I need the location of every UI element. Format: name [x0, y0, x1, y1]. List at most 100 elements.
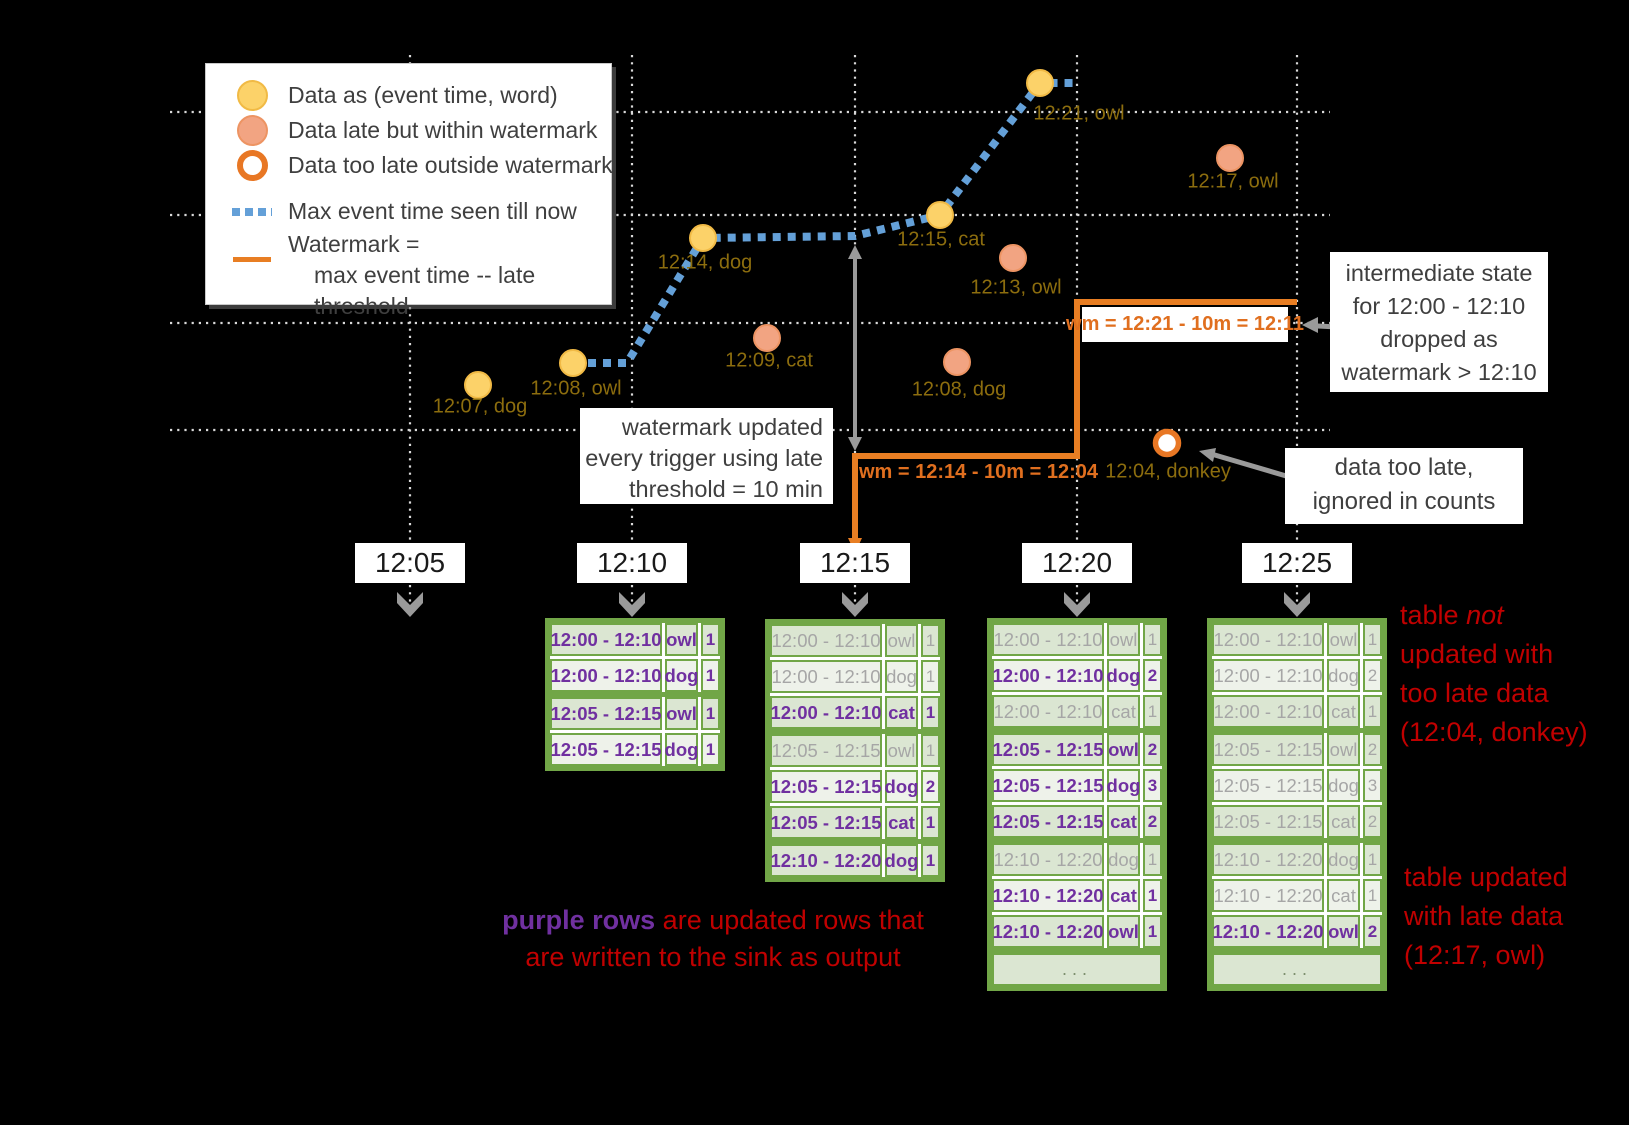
row-gap: [992, 766, 1162, 769]
word-cell: dog: [1327, 769, 1360, 802]
word-cell: dog: [665, 733, 698, 766]
data-point-too-late: [1152, 428, 1182, 458]
row-gap: [770, 657, 940, 660]
table-row: 12:05 - 12:15 cat 2: [1212, 805, 1382, 838]
table-row: 12:10 - 12:20 dog 1: [992, 843, 1162, 876]
count-cell: 1: [1363, 695, 1382, 728]
table-row: 12:00 - 12:10 dog 2: [992, 659, 1162, 692]
callout-line: threshold = 10 min: [629, 476, 823, 502]
count-cell: 2: [1363, 805, 1382, 838]
word-cell: owl: [1107, 623, 1140, 656]
time-cell: 12:10 - 12:20: [770, 844, 882, 877]
count-cell: 1: [701, 623, 720, 656]
legend-label-line1: Watermark =: [288, 231, 420, 257]
data-point-late: [1216, 144, 1244, 172]
max-event-time-line: [573, 79, 1077, 367]
event-label: 12:09, cat: [725, 349, 813, 372]
count-cell: 1: [921, 696, 940, 729]
count-cell: 1: [701, 659, 720, 692]
count-cell: 2: [1143, 659, 1162, 692]
group-separator: [1212, 838, 1382, 843]
table-row: 12:00 - 12:10 owl 1: [770, 624, 940, 657]
time-cell: 12:05 - 12:15: [770, 806, 882, 839]
event-label: 12:17, owl: [1187, 170, 1279, 193]
group-separator: [992, 948, 1162, 953]
late-dot-icon: [232, 115, 272, 146]
callout-line: ignored in counts: [1312, 488, 1496, 515]
time-cell: 12:05 - 12:15: [1212, 805, 1324, 838]
row-gap: [992, 692, 1162, 695]
time-label: 12:25: [1242, 543, 1352, 583]
time-label: 12:05: [355, 543, 465, 583]
table-row: 12:10 - 12:20 owl 1: [992, 915, 1162, 948]
legend-item: Data too late outside watermark: [232, 148, 613, 183]
group-separator: [1212, 728, 1382, 733]
data-point-ontime: [926, 201, 954, 229]
event-label: 12:15, cat: [897, 228, 985, 251]
ellipsis-row: ...: [1212, 953, 1382, 986]
row-gap: [992, 912, 1162, 915]
time-label: 12:20: [1022, 543, 1132, 583]
callout-line: watermark > 12:10: [1341, 359, 1537, 385]
updated-with-late-note: table updated with late data (12:17, owl…: [1404, 858, 1568, 975]
count-cell: 2: [1143, 733, 1162, 766]
count-cell: 3: [1143, 769, 1162, 802]
watermark-line-icon: [232, 257, 272, 262]
word-cell: cat: [1327, 879, 1360, 912]
count-cell: 2: [1363, 733, 1382, 766]
legend-label: Data as (event time, word): [288, 82, 558, 108]
note-line: are written to the sink as output: [525, 942, 901, 972]
time-cell: 12:10 - 12:20: [992, 879, 1104, 912]
table-row: 12:10 - 12:20 dog 1: [1212, 843, 1382, 876]
event-label: 12:04, donkey: [1105, 460, 1231, 483]
table-row: 12:05 - 12:15 cat 1: [770, 806, 940, 839]
word-cell: cat: [885, 806, 918, 839]
row-gap: [550, 730, 720, 733]
count-cell: 1: [921, 806, 940, 839]
note-line: table not: [1400, 600, 1504, 630]
trigger-arrow-icon: [1064, 592, 1090, 617]
count-cell: 1: [1143, 695, 1162, 728]
word-cell: cat: [1107, 879, 1140, 912]
table-row: 12:00 - 12:10 cat 1: [1212, 695, 1382, 728]
too-late-callout: data too late, ignored in counts: [1285, 448, 1523, 524]
arrowhead-icon: [1199, 448, 1216, 462]
purple-rows-note: purple rows are updated rows that are wr…: [502, 902, 924, 976]
count-cell: 1: [1143, 915, 1162, 948]
table-row: 12:05 - 12:15 owl 2: [1212, 733, 1382, 766]
trigger-arrow-icon: [397, 592, 423, 617]
legend-item: Data as (event time, word): [232, 78, 611, 113]
table-row: 12:00 - 12:10 dog 1: [770, 660, 940, 693]
row-gap: [992, 802, 1162, 805]
word-cell: owl: [1107, 733, 1140, 766]
time-cell: 12:00 - 12:10: [550, 659, 662, 692]
legend: Data as (event time, word) Data late but…: [205, 63, 613, 319]
table-row: 12:00 - 12:10 owl 1: [1212, 623, 1382, 656]
count-cell: 1: [921, 624, 940, 657]
word-cell: owl: [885, 734, 918, 767]
group-separator: [770, 839, 940, 844]
legend-label: Watermark = max event time -- late thres…: [288, 229, 611, 322]
table-row: 12:10 - 12:20 owl 2: [1212, 915, 1382, 948]
word-cell: dog: [885, 660, 918, 693]
toolate-dot-icon: [232, 150, 272, 181]
word-cell: owl: [1327, 915, 1360, 948]
time-cell: 12:10 - 12:20: [992, 843, 1104, 876]
count-cell: 1: [1363, 843, 1382, 876]
time-cell: 12:00 - 12:10: [992, 659, 1104, 692]
word-cell: dog: [1107, 843, 1140, 876]
count-cell: 1: [921, 660, 940, 693]
note-line: (12:17, owl): [1404, 940, 1546, 970]
table-row: 12:10 - 12:20 cat 1: [1212, 879, 1382, 912]
table-row: 12:05 - 12:15 owl 1: [770, 734, 940, 767]
count-cell: 2: [1363, 915, 1382, 948]
row-gap: [1212, 656, 1382, 659]
group-separator: [1212, 948, 1382, 953]
legend-item: Data late but within watermark: [232, 113, 611, 148]
callout-line: for 12:00 - 12:10: [1352, 293, 1526, 319]
trigger-arrow-icon: [842, 592, 868, 617]
note-line: purple rows are updated rows that: [502, 905, 924, 935]
data-point-ontime: [559, 349, 587, 377]
data-point-ontime: [689, 224, 717, 252]
count-cell: 2: [1143, 805, 1162, 838]
